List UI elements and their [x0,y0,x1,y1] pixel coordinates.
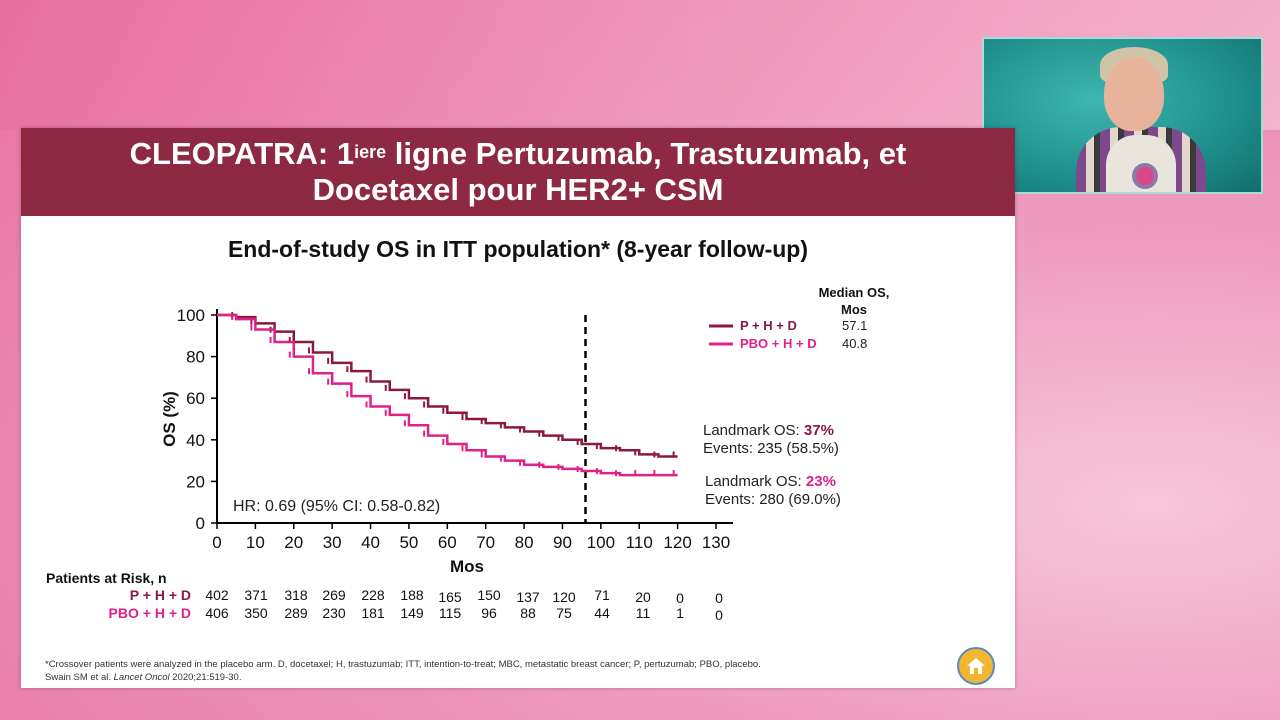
y-tick-label: 40 [186,431,205,450]
x-tick-label: 80 [515,533,534,552]
risk-value: 0 [715,590,723,606]
risk-value: 371 [244,587,268,603]
presenter-shirt [1106,135,1176,192]
slide: CLEOPATRA: 1iere ligne Pertuzumab, Trast… [21,128,1015,688]
presenter-head [1104,57,1164,131]
title-post: ligne Pertuzumab, Trastuzumab, et [386,136,907,171]
y-axis-label: OS (%) [160,391,179,447]
legend-label: P + H + D [740,318,797,333]
title-band: CLEOPATRA: 1iere ligne Pertuzumab, Trast… [21,128,1015,216]
legend-median: 57.1 [842,318,867,333]
x-tick-label: 50 [399,533,418,552]
presenter-video [982,37,1263,194]
km-curve-phd [217,313,678,458]
landmark-os-text: Landmark OS: 37% [703,422,834,439]
title-superscript: iere [354,142,387,162]
footnote-journal: Lancet Oncol [113,672,170,683]
title-pre: CLEOPATRA: 1 [129,136,355,171]
risk-value: 230 [322,605,346,621]
footnote-citation: 2020;21:519-30. [169,672,242,683]
risk-value: 20 [635,589,651,605]
x-tick-label: 110 [626,533,653,552]
risk-value: 75 [556,605,572,621]
landmark-os-text: Landmark OS: 23% [705,473,836,490]
x-tick-label: 40 [361,533,380,552]
title-line2: Docetaxel pour HER2+ CSM [312,172,724,207]
risk-value: 11 [636,605,651,621]
risk-value: 0 [676,590,684,606]
risk-value: 0 [715,607,723,623]
legend-label: PBO + H + D [740,336,817,351]
legend-header-line2: Mos [841,302,867,317]
risk-value: 350 [244,605,268,621]
landmark-label: Landmark OS: [703,422,804,439]
km-curve-pbo [217,313,678,477]
hazard-ratio: HR: 0.69 (95% CI: 0.58-0.82) [233,498,440,515]
risk-value: 1 [676,605,684,621]
x-tick-label: 10 [246,533,265,552]
x-tick-label: 30 [323,533,342,552]
landmark-label: Landmark OS: [705,473,806,490]
home-button[interactable] [957,647,995,685]
risk-value: 402 [205,587,229,603]
risk-value: 289 [284,605,308,621]
risk-value: 181 [361,605,385,621]
y-tick-label: 100 [177,306,205,325]
x-tick-label: 60 [438,533,457,552]
x-tick-label: 70 [476,533,495,552]
footnote-line2: Swain SM et al. Lancet Oncol 2020;21:519… [45,671,761,684]
chart-title: End-of-study OS in ITT population* (8-ye… [227,236,809,262]
home-icon [967,658,985,674]
risk-value: 165 [438,589,462,605]
x-tick-label: 120 [663,533,691,552]
y-tick-label: 80 [186,348,205,367]
risk-row-label: PBO + H + D [109,605,191,621]
legend-header-line1: Median OS, [819,285,890,300]
slide-title: CLEOPATRA: 1iere ligne Pertuzumab, Trast… [21,136,1015,208]
y-tick-label: 0 [196,514,205,533]
events-text: Events: 235 (58.5%) [703,440,839,457]
y-tick-label: 20 [186,472,205,491]
footnote: *Crossover patients were analyzed in the… [45,658,761,684]
risk-value: 71 [594,587,610,603]
risk-value: 88 [520,605,536,621]
risk-value: 228 [361,587,385,603]
footnote-line1: *Crossover patients were analyzed in the… [45,659,761,670]
x-tick-label: 100 [587,533,615,552]
footnote-ref: Swain SM et al. [45,672,114,683]
risk-row-label: P + H + D [130,587,191,603]
risk-value: 269 [322,587,346,603]
risk-value: 96 [481,605,497,621]
risk-table-header: Patients at Risk, n [46,570,167,586]
landmark-value: 37% [804,422,834,439]
risk-value: 406 [205,605,229,621]
risk-value: 115 [439,605,462,621]
risk-value: 120 [552,589,576,605]
legend-median: 40.8 [842,336,867,351]
x-axis-label: Mos [450,557,484,576]
risk-value: 150 [477,587,501,603]
x-tick-label: 130 [702,533,730,552]
km-chart: 0 10 20 30 40 50 60 70 80 90 100 110 120 130020406080… [46,285,890,623]
brooch [1136,167,1154,185]
risk-value: 44 [594,605,610,621]
risk-value: 149 [400,605,424,621]
x-tick-label: 20 [284,533,303,552]
x-tick-label: 0 [212,533,221,552]
y-tick-label: 60 [186,389,205,408]
landmark-value: 23% [806,473,836,490]
events-text: Events: 280 (69.0%) [705,491,841,508]
x-tick-label: 90 [553,533,572,552]
risk-value: 188 [400,587,424,603]
risk-value: 318 [284,587,308,603]
risk-value: 137 [516,589,540,605]
